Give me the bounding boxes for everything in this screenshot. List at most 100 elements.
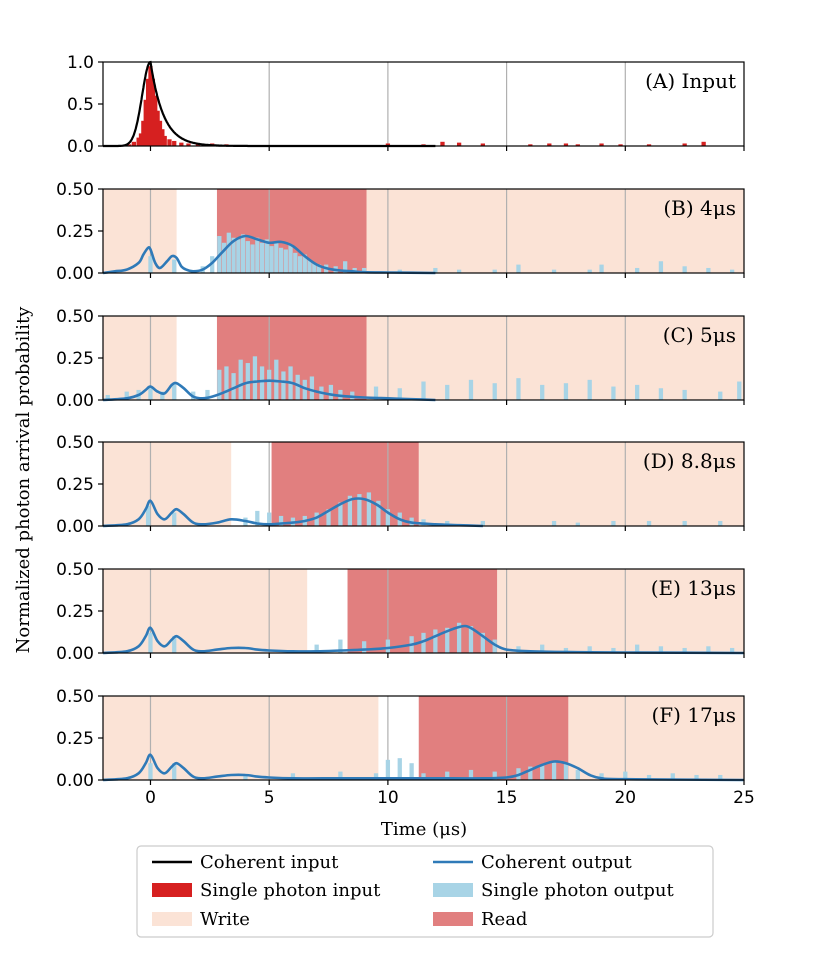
x-tick-label: 20: [614, 788, 636, 808]
histogram-bar: [433, 629, 438, 653]
y-tick-label: 0.0: [67, 137, 94, 157]
histogram-bar: [172, 512, 177, 526]
histogram-bar: [682, 143, 687, 146]
histogram-bar: [599, 143, 604, 146]
coherent-output-line: [102, 753, 745, 782]
histogram-bar: [456, 142, 462, 146]
histogram-bar: [551, 520, 557, 526]
legend-label: Coherent output: [481, 852, 632, 873]
histogram-bar: [618, 144, 623, 146]
histogram-bar: [221, 242, 227, 273]
x-tick-label: 0: [145, 788, 156, 808]
histogram-bar: [245, 241, 250, 273]
histogram-bar: [155, 110, 160, 146]
histogram-bar: [231, 373, 236, 400]
write-window: [103, 569, 308, 653]
histogram-bar: [264, 239, 269, 273]
histogram-bar: [162, 135, 167, 146]
histogram-bar: [433, 267, 438, 273]
histogram-bar: [397, 758, 402, 780]
histogram-bar: [445, 520, 450, 526]
histogram-bar: [456, 622, 462, 653]
histogram-bar: [288, 244, 293, 273]
histogram-bar: [575, 769, 580, 780]
histogram-bar: [297, 256, 303, 273]
panel-label: (C) 5μs: [663, 323, 736, 347]
write-window: [497, 569, 744, 653]
histogram-bar: [150, 78, 155, 146]
histogram-bar: [658, 261, 664, 273]
histogram-bar: [706, 646, 711, 653]
histogram-bar: [172, 636, 177, 653]
legend-label: Single photon input: [200, 880, 381, 901]
x-tick-label: 10: [377, 788, 399, 808]
histogram-bar: [373, 386, 379, 400]
histogram-bar: [338, 502, 343, 526]
histogram-bar: [385, 509, 391, 526]
x-tick-label: 15: [496, 788, 518, 808]
histogram-bar: [195, 144, 201, 146]
histogram-bar: [599, 264, 604, 273]
legend-swatch: [433, 883, 473, 897]
histogram-bar: [148, 256, 153, 273]
histogram-bar: [646, 520, 652, 526]
legend-swatch: [152, 883, 192, 897]
histogram-bar: [492, 383, 497, 400]
histogram-bar: [718, 391, 723, 400]
histogram-bar: [421, 773, 426, 780]
histogram-bar: [468, 769, 474, 780]
histogram-bar: [445, 771, 450, 780]
histogram-bar: [635, 644, 640, 653]
coherent-output-line: [102, 497, 483, 528]
histogram-bar: [250, 244, 255, 273]
histogram-bar: [231, 237, 236, 273]
histogram-bar: [186, 143, 191, 146]
panel-label: (D) 8.8μs: [643, 449, 736, 473]
histogram-bar: [172, 763, 177, 780]
histogram-bar: [243, 774, 248, 780]
histogram-bar: [295, 374, 300, 400]
histogram-bar: [646, 774, 652, 780]
histogram-bar: [551, 269, 557, 273]
write-window: [418, 442, 744, 526]
histogram-bar: [136, 137, 141, 146]
histogram-bar: [126, 144, 132, 146]
histogram-bar: [611, 647, 616, 653]
y-tick-label: 0.00: [56, 264, 94, 284]
read-window: [271, 442, 419, 526]
histogram-bar: [153, 95, 158, 146]
histogram-bar: [682, 266, 687, 273]
histogram-bar: [362, 641, 367, 653]
histogram-bar: [623, 771, 628, 780]
panel-label: (E) 13μs: [651, 576, 736, 600]
y-tick-label: 0.25: [56, 475, 94, 495]
histogram-bar: [307, 259, 312, 273]
legend-frame: [136, 845, 714, 938]
histogram-bar: [224, 366, 229, 400]
legend-swatch: [152, 912, 192, 926]
y-tick-label: 0.50: [56, 180, 94, 200]
histogram-bar: [145, 505, 151, 526]
y-tick-label: 0.50: [56, 687, 94, 707]
write-window: [568, 696, 744, 780]
y-tick-label: 0.00: [56, 517, 94, 537]
histogram-bar: [540, 764, 545, 780]
histogram-bar: [385, 759, 391, 780]
histogram-bar: [737, 381, 742, 400]
histogram-bar: [281, 371, 286, 400]
histogram-bar: [357, 494, 362, 526]
histogram-bar: [362, 267, 367, 273]
histogram-bar: [540, 384, 545, 400]
histogram-bar: [540, 644, 545, 653]
histogram-bar: [421, 381, 426, 400]
histogram-bar: [131, 141, 136, 146]
histogram-bar: [670, 773, 675, 780]
x-tick-label: 25: [733, 788, 755, 808]
y-tick-label: 0.25: [56, 729, 94, 749]
histogram-bar: [236, 239, 241, 273]
histogram-bar: [157, 120, 163, 146]
histogram-bar: [278, 515, 284, 526]
histogram-bar: [316, 264, 322, 273]
histogram-bar: [658, 388, 664, 400]
histogram-bar: [172, 140, 177, 146]
